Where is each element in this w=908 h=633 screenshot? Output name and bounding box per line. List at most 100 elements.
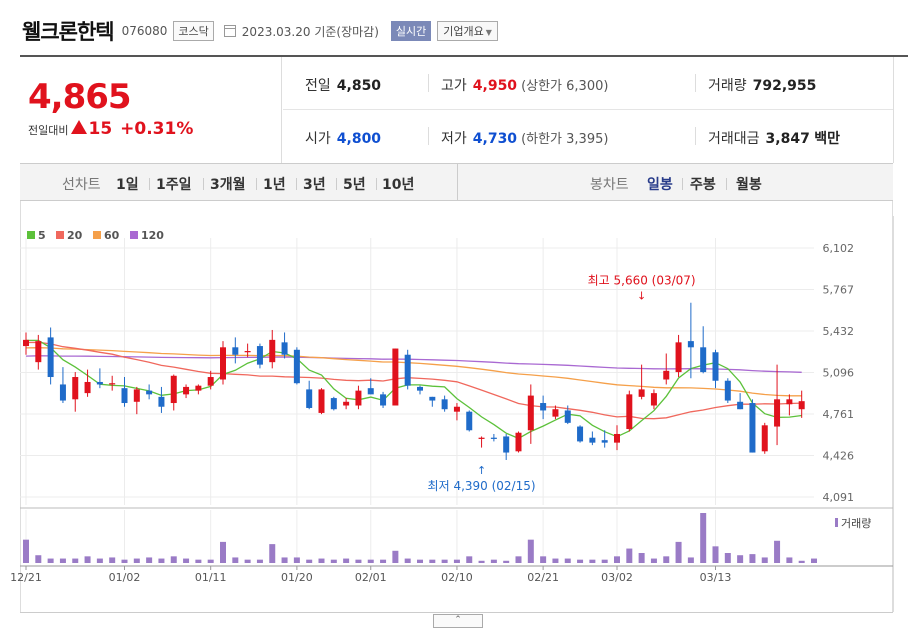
- volume-bar: [146, 557, 153, 563]
- tab-10y[interactable]: 10년: [382, 177, 415, 193]
- candle-body: [737, 401, 744, 410]
- tab-1y[interactable]: 1년: [263, 177, 286, 193]
- volume-bar: [293, 557, 300, 563]
- company-name: 웰크론한텍: [22, 20, 115, 44]
- candle-body: [195, 385, 202, 391]
- volume-bar: [614, 556, 620, 563]
- candle-body: [441, 399, 448, 410]
- divider: [256, 178, 257, 190]
- legend-swatch: [93, 231, 101, 239]
- candle-body: [700, 347, 707, 373]
- candle-body: [47, 337, 54, 378]
- candle-body: [121, 388, 128, 404]
- volume-bar: [367, 559, 374, 563]
- arrow-up-icon: ↑: [477, 464, 486, 477]
- x-tick-label: 02/21: [527, 571, 559, 584]
- volume-bar: [761, 557, 768, 563]
- volume-bar: [527, 539, 534, 563]
- annotation-high: 최고 5,660 (03/07): [588, 274, 696, 288]
- y-tick-label: 5,096: [823, 367, 855, 380]
- volume-bar: [96, 558, 103, 563]
- candle-body: [330, 398, 337, 410]
- tab-5y[interactable]: 5년: [343, 177, 366, 193]
- volume-bar: [269, 544, 276, 563]
- volume-bar: [503, 560, 510, 563]
- legend-label: 60: [104, 229, 120, 242]
- tab-1w[interactable]: 1주일: [156, 177, 192, 193]
- volume-bar: [256, 559, 263, 563]
- candle-body: [614, 433, 620, 443]
- candle-body: [281, 342, 288, 355]
- tab-weekly[interactable]: 주봉: [690, 177, 716, 193]
- calendar-icon: [223, 25, 236, 37]
- collapse-toggle[interactable]: ⌃: [433, 614, 483, 628]
- volume-bar: [232, 557, 239, 563]
- realtime-button[interactable]: 실시간: [390, 21, 432, 41]
- candle-body: [35, 341, 42, 363]
- company-info-label: 기업개요: [443, 25, 484, 38]
- tab-3m[interactable]: 3개월: [210, 177, 246, 193]
- volume-legend-label: 거래량: [841, 517, 871, 530]
- candle-body: [453, 406, 460, 412]
- tab-daily[interactable]: 일봉: [647, 177, 673, 193]
- candle-body: [626, 394, 633, 430]
- candle-body: [256, 346, 263, 365]
- arrow-down-icon: ↓: [637, 290, 646, 303]
- divider: [726, 178, 727, 190]
- divider: [296, 178, 297, 190]
- volume-bar: [749, 554, 756, 563]
- candle-body: [158, 396, 165, 407]
- y-tick-label: 5,767: [823, 283, 855, 296]
- candle-body: [552, 409, 559, 417]
- x-tick-label: 01/02: [109, 571, 141, 584]
- current-price: 4,865: [28, 77, 132, 117]
- volume-bar: [453, 559, 460, 563]
- volume-bar: [121, 559, 128, 563]
- volume-bar: [183, 558, 190, 563]
- prev-close: 전일 4,850: [305, 78, 382, 94]
- volume-bar: [355, 559, 362, 563]
- candle-body: [490, 437, 497, 439]
- base-date: 2023.03.20 기준(장마감): [241, 24, 379, 39]
- volume-bar: [343, 558, 350, 563]
- divider: [149, 178, 150, 190]
- volume-bar: [318, 558, 325, 563]
- candle-body: [577, 426, 584, 442]
- y-tick-label: 6,102: [823, 242, 855, 255]
- candle-body: [540, 403, 547, 411]
- candle-body: [220, 347, 226, 380]
- volume-bar: [35, 555, 42, 563]
- tab-1d[interactable]: 1일: [116, 177, 139, 193]
- volume-bar: [700, 513, 707, 563]
- caret-down-icon: ▼: [485, 28, 492, 37]
- divider: [428, 127, 429, 145]
- divider: [457, 164, 458, 200]
- volume-bar: [441, 559, 448, 563]
- ma5-line: [26, 339, 802, 440]
- company-info-dropdown[interactable]: 기업개요 ▼: [437, 21, 498, 41]
- volume-bar: [786, 557, 793, 563]
- divider: [376, 178, 377, 190]
- candle-body: [515, 432, 522, 452]
- chevron-up-icon: ⌃: [454, 615, 462, 625]
- candle-body: [749, 403, 756, 453]
- volume-bar: [380, 559, 387, 563]
- volume-bar: [638, 553, 645, 563]
- volume-bar: [330, 559, 337, 563]
- chart-tab-bar: 선차트 1일 1주일 3개월 1년 3년 5년 10년 봉차트 일봉 주봉 월봉: [20, 163, 893, 201]
- divider: [20, 55, 908, 57]
- volume-stat: 거래량 792,955: [708, 78, 817, 94]
- candle-body: [318, 389, 325, 413]
- tab-3y[interactable]: 3년: [303, 177, 326, 193]
- candle-body: [761, 425, 768, 452]
- trade-amount: 거래대금 3,847 백만: [708, 131, 841, 147]
- divider: [695, 127, 696, 145]
- candle-body: [232, 347, 239, 355]
- right-border: [893, 57, 908, 163]
- candle-body: [306, 389, 313, 408]
- volume-bar: [724, 553, 731, 563]
- divider: [20, 612, 893, 613]
- tab-monthly[interactable]: 월봉: [736, 177, 762, 193]
